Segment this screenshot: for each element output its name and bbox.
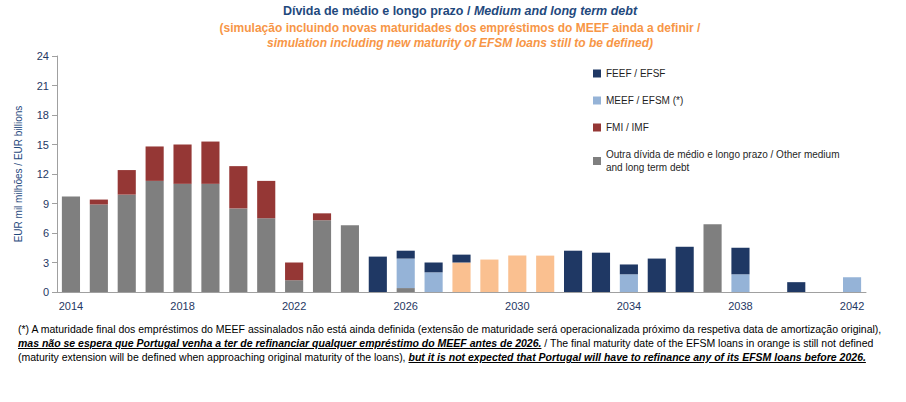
svg-text:MEEF / EFSM (*): MEEF / EFSM (*) (606, 95, 683, 106)
html-text:Dívida de médio e longo prazo: Dívida de médio e longo prazo / Medium a… (282, 4, 638, 18)
svg-text:15: 15 (37, 139, 49, 151)
svg-text:2042: 2042 (840, 300, 864, 312)
svg-text:2030: 2030 (505, 300, 529, 312)
svg-text:2018: 2018 (170, 300, 194, 312)
html-text:(*) A maturidade final dos emp: (*) A maturidade final dos empréstimos d… (18, 323, 882, 335)
svg-text:EUR mil milhões / EUR billions: EUR mil milhões / EUR billions (13, 106, 24, 243)
svg-text:FMI / IMF: FMI / IMF (606, 122, 649, 133)
svg-text:2038: 2038 (728, 300, 752, 312)
svg-text:Outra dívida de médio e longo: Outra dívida de médio e longo prazo / Ot… (606, 149, 842, 160)
svg-text:2014: 2014 (59, 300, 83, 312)
html-text:simulation including new matur: simulation including new maturity of EFS… (267, 36, 653, 50)
svg-text:2034: 2034 (617, 300, 641, 312)
html-text:mas não se espera que Portugal: mas não se espera que Portugal venha a t… (18, 337, 874, 363)
svg-text:2022: 2022 (282, 300, 306, 312)
svg-text:12: 12 (37, 168, 49, 180)
svg-text:and long term debt: and long term debt (606, 162, 690, 173)
svg-text:FEEF / EFSF: FEEF / EFSF (606, 68, 665, 79)
svg-text:21: 21 (37, 80, 49, 92)
svg-text:2026: 2026 (393, 300, 417, 312)
svg-text:18: 18 (37, 109, 49, 121)
svg-text:3: 3 (43, 257, 49, 269)
html-text:(simulação incluindo novas mat: (simulação incluindo novas maturidades d… (219, 21, 701, 35)
svg-text:0: 0 (43, 286, 49, 298)
svg-text:24: 24 (37, 50, 49, 62)
svg-text:6: 6 (43, 227, 49, 239)
svg-text:9: 9 (43, 198, 49, 210)
